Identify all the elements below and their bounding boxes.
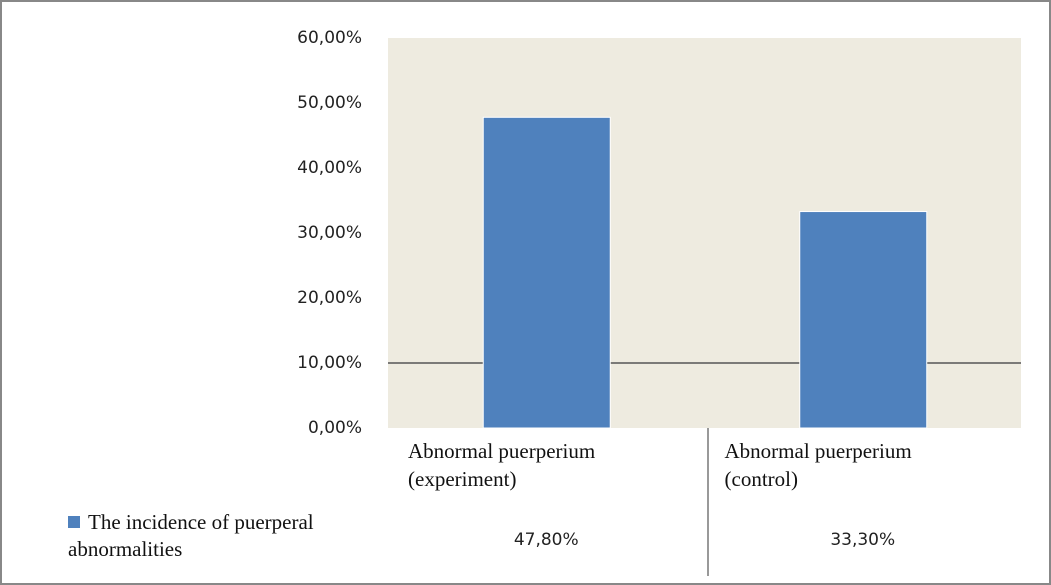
legend-swatch <box>68 516 80 528</box>
value-label: 33,30% <box>830 530 895 550</box>
legend-label: The incidence of puerperal abnormalities <box>68 510 314 561</box>
y-tick-label: 10,00% <box>297 353 362 373</box>
y-tick-label: 40,00% <box>297 158 362 178</box>
category-label: Abnormal puerperium (control) <box>725 439 912 491</box>
y-tick-label: 30,00% <box>297 223 362 243</box>
y-tick-label: 0,00% <box>308 418 362 438</box>
y-tick-label: 60,00% <box>297 28 362 48</box>
value-label: 47,80% <box>514 530 579 550</box>
bar <box>799 211 928 429</box>
bar <box>482 116 611 429</box>
category-label: Abnormal puerperium (experiment) <box>408 439 595 491</box>
y-tick-label: 20,00% <box>297 288 362 308</box>
y-tick-label: 50,00% <box>297 93 362 113</box>
legend: The incidence of puerperal abnormalities <box>68 510 314 561</box>
